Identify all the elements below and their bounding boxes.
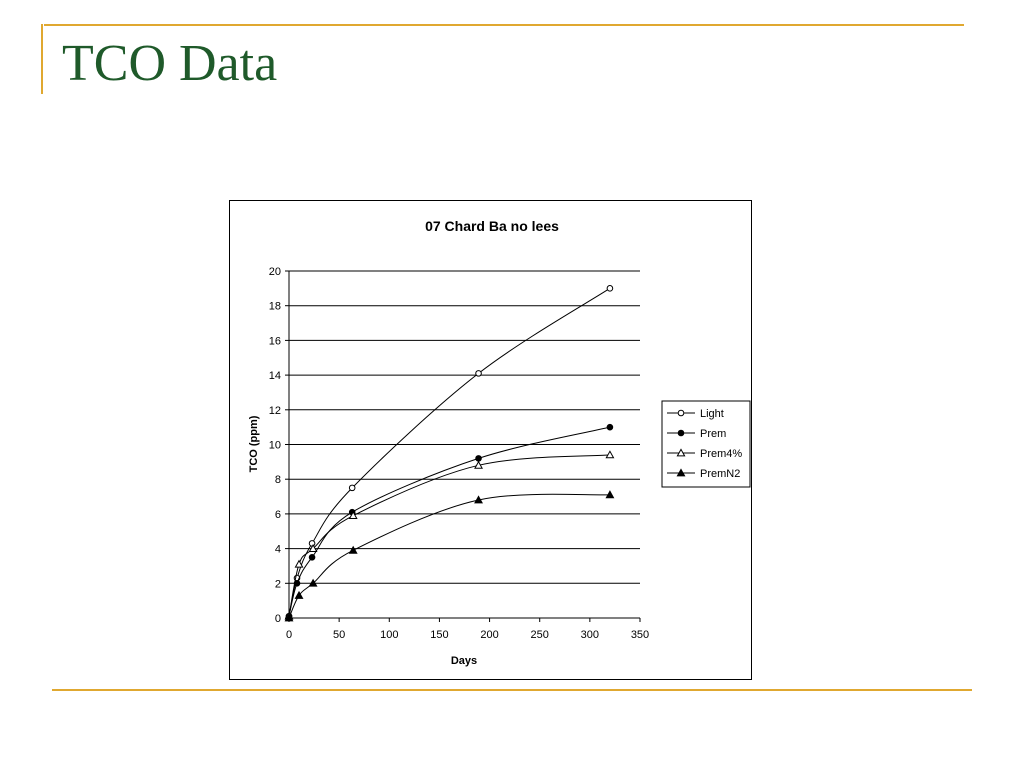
chart-frame: 07 Chard Ba no lees Days TCO (ppm) 0 2 4 6 8… bbox=[229, 200, 752, 680]
data-point-premn2 bbox=[474, 495, 483, 504]
data-point-premn2 bbox=[284, 613, 294, 622]
series-line-light bbox=[288, 287, 611, 617]
y-axis-label: TCO (ppm) bbox=[248, 415, 260, 472]
data-point-prem bbox=[308, 553, 316, 561]
x-tick-label: 50 bbox=[333, 629, 345, 641]
legend-marker bbox=[676, 468, 686, 477]
data-point-prem bbox=[475, 455, 482, 462]
chart-title: 07 Chard Ba no lees bbox=[425, 218, 559, 234]
legend-label: PremN2 bbox=[700, 468, 740, 480]
bottom-accent-line bbox=[52, 689, 972, 691]
data-point-prem4 bbox=[474, 460, 483, 469]
data-point-light bbox=[348, 484, 356, 492]
data-point-prem4 bbox=[348, 511, 358, 520]
x-tick-label: 300 bbox=[581, 629, 599, 641]
series-line-premn2 bbox=[288, 493, 610, 619]
data-point-prem bbox=[606, 423, 614, 431]
x-tick-label: 100 bbox=[380, 629, 398, 641]
data-point-premn2 bbox=[605, 490, 615, 499]
data-point-prem4 bbox=[294, 559, 304, 568]
legend-marker bbox=[677, 429, 685, 437]
y-tick-label: 14 bbox=[269, 370, 281, 382]
y-tick-label: 16 bbox=[269, 335, 281, 347]
x-tick-label: 350 bbox=[631, 629, 649, 641]
y-tick-label: 0 bbox=[275, 613, 281, 625]
y-tick-label: 20 bbox=[269, 266, 281, 278]
y-tick-label: 4 bbox=[275, 544, 281, 556]
data-point-light bbox=[606, 285, 614, 292]
y-tick-label: 10 bbox=[269, 440, 281, 452]
legend-marker bbox=[676, 448, 686, 457]
top-accent-line bbox=[44, 24, 964, 26]
data-point-premn2 bbox=[348, 545, 358, 554]
y-tick-label: 12 bbox=[269, 405, 281, 417]
data-point-premn2 bbox=[308, 578, 318, 587]
data-point-premn2 bbox=[294, 590, 304, 599]
y-tick-label: 6 bbox=[275, 509, 281, 521]
data-point-prem4 bbox=[605, 450, 615, 459]
slide-title: TCO Data bbox=[62, 35, 278, 92]
left-accent-line bbox=[41, 24, 43, 94]
legend-marker bbox=[677, 409, 685, 417]
data-point-prem4 bbox=[308, 543, 318, 552]
x-tick-label: 200 bbox=[480, 629, 498, 641]
x-tick-label: 250 bbox=[531, 629, 549, 641]
legend-label: Light bbox=[700, 408, 724, 420]
tco-line-chart: 07 Chard Ba no lees Days TCO (ppm) 0 2 4 6 8… bbox=[248, 218, 751, 667]
legend-label: Prem bbox=[700, 428, 726, 440]
series-line-prem bbox=[288, 426, 611, 617]
y-tick-label: 2 bbox=[275, 578, 281, 590]
data-point-light bbox=[475, 370, 482, 377]
data-point-light bbox=[308, 540, 316, 547]
y-tick-label: 18 bbox=[269, 301, 281, 313]
y-tick-label: 8 bbox=[275, 474, 281, 486]
legend-label: Prem4% bbox=[700, 448, 742, 460]
x-tick-label: 150 bbox=[430, 629, 448, 641]
x-axis-label: Days bbox=[451, 655, 477, 667]
x-tick-label: 0 bbox=[286, 629, 292, 641]
